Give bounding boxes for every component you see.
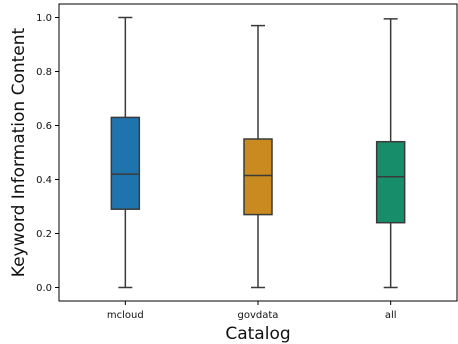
y-tick-label: 0.6 — [36, 121, 52, 132]
x-axis-title: Catalog — [225, 324, 290, 344]
box-govdata — [243, 138, 273, 216]
box-all — [375, 140, 406, 224]
y-axis-title: Keyword Information Content — [9, 27, 29, 277]
x-tick-label: all — [385, 310, 397, 321]
y-tick-label: 0.8 — [36, 67, 52, 78]
y-tick-label: 0.2 — [36, 229, 52, 240]
x-tick-label: mcloud — [107, 310, 144, 321]
y-tick-label: 0.4 — [36, 175, 52, 186]
x-tick-label: govdata — [238, 310, 279, 321]
box-mcloud — [110, 116, 141, 210]
y-tick-label: 1.0 — [36, 13, 52, 24]
y-tick-label: 0.0 — [36, 283, 52, 294]
plot-layer: 0.0 0.2 0.4 0.6 0.8 1.0 mcloud govdata all — [36, 3, 458, 321]
